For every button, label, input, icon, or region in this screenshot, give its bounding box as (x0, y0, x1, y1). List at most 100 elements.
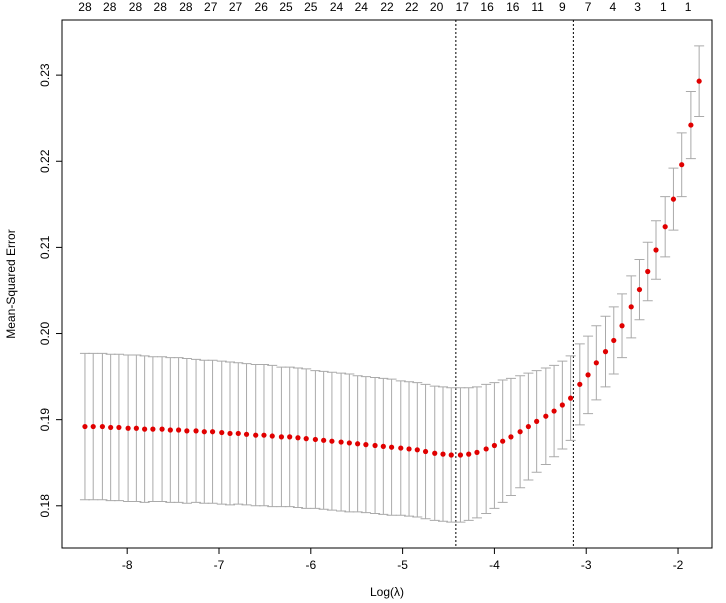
point (82, 423, 88, 430)
point (611, 337, 617, 344)
y-tick-label: 0.18 (38, 494, 52, 518)
point (670, 196, 677, 202)
point (193, 428, 199, 434)
point (432, 450, 438, 456)
point (636, 286, 643, 293)
point (440, 451, 446, 457)
top-tick-label: 16 (480, 0, 494, 14)
point (253, 432, 259, 438)
point (406, 446, 412, 452)
point (474, 449, 480, 455)
point (108, 424, 114, 431)
point (577, 381, 583, 387)
point (159, 426, 165, 432)
top-tick-label: 4 (610, 0, 617, 14)
x-tick-label: -3 (581, 558, 592, 572)
point (568, 395, 574, 401)
point (380, 443, 386, 449)
top-tick-label: 7 (585, 0, 592, 14)
top-tick-label: 28 (179, 0, 193, 14)
point (491, 442, 498, 449)
point (209, 429, 216, 435)
point (653, 247, 659, 253)
top-tick-label: 20 (430, 0, 444, 14)
top-tick-label: 1 (660, 0, 667, 14)
plot-frame (61, 19, 713, 549)
top-tick-label: 28 (78, 0, 92, 14)
point (422, 448, 429, 455)
point (517, 429, 523, 435)
point (551, 408, 557, 414)
top-tick-label: 1 (685, 0, 692, 14)
point (525, 423, 531, 430)
point (116, 424, 122, 431)
point (398, 445, 404, 451)
point (184, 428, 190, 434)
x-tick-label: -2 (673, 558, 684, 572)
point (414, 447, 420, 453)
y-tick-label: 0.20 (38, 322, 52, 346)
point (125, 425, 131, 431)
point (175, 427, 182, 433)
x-tick-label: -6 (305, 558, 316, 572)
point (303, 436, 309, 442)
point (90, 423, 96, 430)
y-tick-label: 0.22 (38, 149, 52, 173)
point (329, 438, 335, 444)
point (679, 162, 685, 168)
top-tick-label: 28 (103, 0, 117, 14)
top-tick-label: 28 (154, 0, 168, 14)
y-tick-label: 0.19 (38, 408, 52, 432)
point (619, 323, 625, 329)
top-tick-label: 27 (204, 0, 218, 14)
top-tick-label: 24 (330, 0, 344, 14)
point (696, 78, 702, 84)
point (363, 442, 369, 448)
point (99, 423, 105, 430)
point (219, 429, 225, 436)
point (321, 437, 327, 443)
point (278, 434, 285, 440)
top-tick-label: 3 (634, 0, 641, 14)
point (201, 429, 207, 435)
top-tick-label: 24 (355, 0, 369, 14)
point (261, 432, 267, 438)
top-tick-label: 28 (129, 0, 143, 14)
top-tick-label: 17 (456, 0, 470, 14)
point (338, 439, 344, 445)
point (167, 427, 173, 433)
x-tick-label: -5 (397, 558, 408, 572)
point (508, 434, 514, 440)
top-tick-label: 11 (531, 0, 544, 14)
point (534, 418, 540, 424)
x-tick-label: -8 (122, 558, 133, 572)
point (372, 442, 378, 449)
point (483, 446, 489, 452)
point (243, 431, 250, 437)
x-axis-label: Log(λ) (370, 585, 404, 599)
point (355, 441, 361, 447)
point (585, 372, 591, 378)
point (287, 434, 293, 440)
point (559, 402, 565, 408)
top-tick-label: 9 (559, 0, 566, 14)
top-tick-label: 27 (229, 0, 243, 14)
point (628, 304, 634, 310)
point (269, 433, 275, 439)
point (457, 452, 464, 458)
top-tick-label: 22 (405, 0, 419, 14)
point (388, 444, 395, 450)
point (235, 430, 241, 437)
y-tick-label: 0.23 (38, 63, 52, 87)
point (142, 426, 148, 432)
point (466, 451, 472, 457)
point (662, 224, 668, 230)
top-tick-label: 22 (380, 0, 394, 14)
point (133, 425, 139, 431)
point (295, 435, 301, 441)
point (150, 426, 156, 432)
point (593, 360, 599, 366)
point (688, 122, 694, 128)
top-tick-label: 25 (279, 0, 293, 14)
